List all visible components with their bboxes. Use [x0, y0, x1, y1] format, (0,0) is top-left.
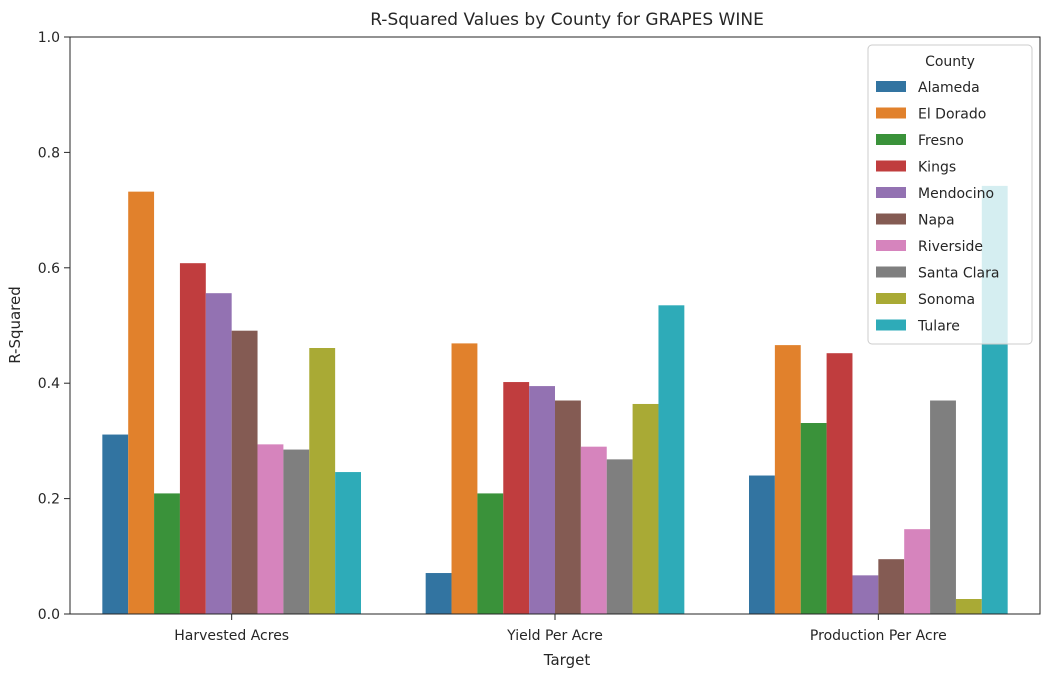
legend-swatch [876, 107, 906, 119]
bar-napa-1 [555, 400, 581, 614]
bar-santa-clara-2 [930, 400, 956, 614]
bar-riverside-2 [904, 529, 931, 614]
bar-tulare-1 [658, 305, 685, 614]
bar-fresno-1 [477, 493, 504, 614]
legend-swatch [876, 266, 906, 278]
legend-label: Kings [918, 160, 956, 176]
bar-el-dorado-1 [451, 343, 478, 614]
legend-label: El Dorado [918, 107, 986, 123]
x-tick-label: Production Per Acre [810, 628, 947, 644]
legend-label: Riverside [918, 239, 983, 255]
bar-napa-0 [231, 330, 258, 614]
bar-alameda-1 [425, 573, 452, 614]
legend-swatch [876, 319, 906, 331]
legend-swatch [876, 160, 906, 172]
bar-sonoma-0 [309, 348, 336, 614]
y-tick-label: 0.2 [38, 492, 60, 508]
axes: 0.0 0.2 0.4 0.6 0.8 1.0 Harvested Acres Yield P… [38, 30, 1041, 644]
bar-fresno-2 [800, 423, 827, 614]
bar-el-dorado-0 [128, 191, 155, 614]
bar-alameda-0 [102, 434, 129, 614]
bar-tulare-0 [335, 472, 361, 614]
bar-napa-2 [878, 559, 905, 614]
legend-label: Sonoma [918, 292, 975, 308]
legend-label: Tulare [917, 319, 960, 335]
legend-label: Santa Clara [918, 266, 999, 282]
bar-santa-clara-0 [283, 449, 310, 614]
bar-kings-2 [826, 353, 853, 614]
bar-santa-clara-1 [606, 459, 633, 614]
legend-label: Fresno [918, 133, 964, 149]
bar-mendocino-2 [852, 575, 879, 614]
legend-swatch [876, 293, 906, 304]
legend-box [867, 44, 1033, 345]
bar-mendocino-0 [205, 293, 232, 614]
x-tick-label: Yield Per Acre [506, 628, 603, 644]
bar-riverside-0 [257, 444, 284, 614]
bars [102, 185, 1008, 614]
plot-frame [69, 36, 1041, 615]
y-tick-label: 0.6 [38, 261, 60, 277]
bar-el-dorado-2 [774, 345, 801, 614]
bar-sonoma-2 [955, 599, 982, 614]
legend-swatch [876, 213, 906, 225]
bar-mendocino-1 [529, 386, 555, 614]
y-tick-label: 0.4 [38, 376, 60, 392]
legend: County Alameda El Dorado Fresno Kings Mendoci… [867, 44, 1033, 345]
legend-swatch [876, 81, 906, 92]
bar-kings-0 [179, 263, 206, 614]
y-axis-label: R-Squared [6, 286, 24, 364]
bar-fresno-0 [154, 493, 180, 614]
legend-label: Alameda [918, 80, 980, 96]
legend-label: Napa [918, 213, 955, 229]
y-tick-label: 0.0 [38, 607, 60, 623]
x-tick-label: Harvested Acres [174, 628, 289, 644]
y-tick-label: 1.0 [38, 30, 60, 46]
bar-riverside-1 [580, 446, 607, 614]
chart-title: R-Squared Values by County for GRAPES WI… [370, 10, 764, 30]
legend-title: County [925, 54, 975, 70]
legend-swatch [876, 134, 906, 145]
x-axis-label: Target [543, 651, 591, 669]
legend-swatch [876, 187, 906, 198]
y-tick-label: 0.8 [38, 145, 60, 161]
legend-swatch [876, 240, 906, 251]
bar-sonoma-1 [632, 403, 659, 614]
bar-kings-1 [503, 382, 530, 614]
legend-label: Mendocino [918, 186, 994, 202]
bar-alameda-2 [749, 475, 775, 614]
